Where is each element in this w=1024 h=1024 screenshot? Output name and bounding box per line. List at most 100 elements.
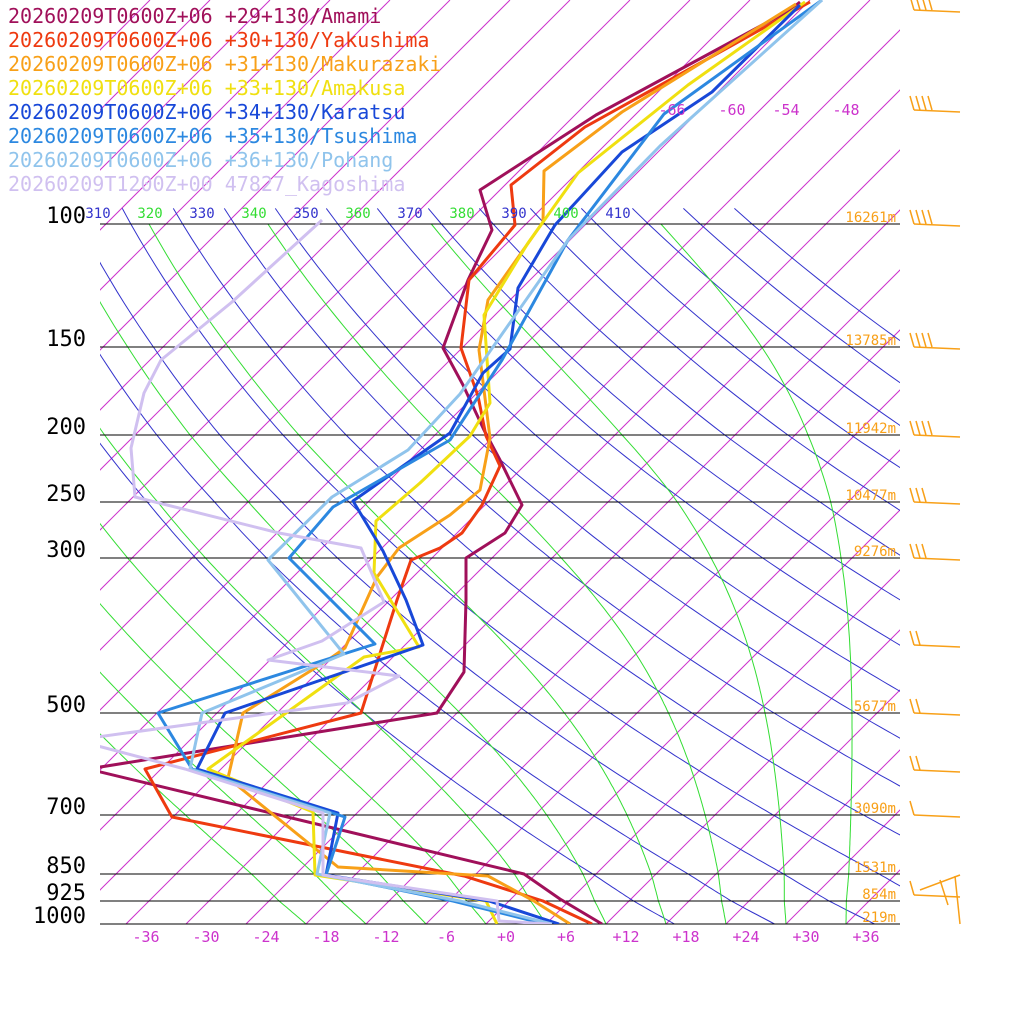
theta-label: 320	[137, 206, 162, 222]
wind-barb-flag	[916, 0, 921, 11]
x-tick-label: +0	[497, 928, 515, 946]
wind-barb-flag	[909, 95, 915, 111]
wind-barb-staff	[913, 814, 961, 818]
dry-adiabat-line	[325, 208, 900, 692]
isotherm-line	[100, 0, 511, 411]
wind-barb-flag	[921, 420, 927, 436]
legend-entry: 20260209T0600Z+06 +35+130/Tsushima	[8, 124, 417, 148]
height-label: 219m	[862, 910, 896, 926]
dry-adiabat-line	[376, 208, 900, 646]
isotherm-label: -60	[718, 101, 745, 119]
height-label: 16261m	[845, 210, 896, 226]
pressure-label: 150	[46, 327, 86, 352]
pressure-label: 300	[46, 538, 86, 563]
x-tick-label: +6	[557, 928, 575, 946]
isotherm-label: -54	[772, 101, 799, 119]
isotherm-line	[100, 0, 571, 471]
isotherm-line	[725, 749, 900, 924]
dry-adiabat-line	[223, 208, 900, 787]
isotherm-line	[100, 89, 900, 891]
wind-barb-flag	[915, 630, 921, 646]
isotherm-line	[485, 509, 900, 924]
theta-label: 360	[345, 206, 370, 222]
legend: 20260209T0600Z+06 +29+130/Amami20260209T…	[8, 4, 441, 196]
theta-label: 340	[241, 206, 266, 222]
isotherm-line	[100, 0, 271, 171]
wind-barb-flag	[915, 698, 921, 714]
pressure-label: 700	[46, 795, 86, 820]
isotherm-label: -66	[658, 101, 685, 119]
x-tick-label: +18	[672, 928, 699, 946]
wind-barb-flag	[909, 487, 915, 503]
isotherm-line	[305, 329, 900, 924]
wind-barb-icon	[909, 209, 961, 227]
wind-barb-icon	[909, 755, 961, 773]
height-label: 10477m	[845, 488, 896, 504]
height-label: 1531m	[854, 860, 896, 876]
wind-barb-icon	[909, 630, 961, 648]
sounding-trace	[100, 218, 553, 924]
x-tick-label: -30	[192, 928, 219, 946]
dry-adiabat-line	[172, 208, 900, 836]
sounding-trace	[188, 0, 824, 924]
x-tick-label: +30	[792, 928, 819, 946]
isotherm-line	[545, 569, 900, 924]
theta-label: 370	[397, 206, 422, 222]
isotherm-line	[605, 629, 900, 924]
theta-label: 330	[189, 206, 214, 222]
wind-barb-flag	[909, 209, 915, 225]
dry-adiabat-line	[478, 208, 900, 556]
wind-barb-staff	[913, 557, 961, 561]
height-label: 9276m	[854, 544, 896, 560]
wind-barb-flag	[927, 420, 933, 436]
isotherm-line	[665, 689, 900, 924]
theta-label: 400	[553, 206, 578, 222]
pressure-lines	[100, 223, 900, 925]
moist-adiabat-line	[100, 602, 427, 924]
moist-adiabat-line	[100, 522, 487, 924]
wind-barb-staff	[913, 894, 961, 898]
isotherm-line	[100, 0, 331, 231]
wind-barb-icon	[910, 0, 961, 13]
wind-barb-staff	[913, 769, 961, 773]
wind-barb-staff	[913, 712, 961, 716]
wind-barb-staff	[913, 223, 961, 227]
sounding-traces	[100, 0, 824, 924]
wind-barb-icon	[909, 95, 961, 113]
wind-barb-flag	[915, 332, 921, 348]
isotherm-line	[100, 0, 391, 291]
wind-barb-flag	[909, 800, 915, 816]
height-label: 11942m	[845, 421, 896, 437]
pressure-label: 100	[46, 204, 86, 229]
theta-label: 350	[293, 206, 318, 222]
x-tick-label: -36	[132, 928, 159, 946]
wind-barb-flag	[909, 543, 915, 559]
wind-barb-flag	[915, 95, 921, 111]
legend-entry: 20260209T0600Z+06 +31+130/Makurazaki	[8, 52, 441, 76]
x-tick-label: +24	[732, 928, 759, 946]
height-label: 13785m	[845, 333, 896, 349]
wind-barb-icon	[909, 420, 961, 438]
wind-barb-staff	[954, 875, 961, 925]
wind-barb-flag	[921, 543, 927, 559]
wind-barb-flag	[909, 880, 915, 896]
wind-barb-flag	[927, 209, 933, 225]
dry-adiabat-line	[427, 208, 900, 601]
isotherm-line	[185, 209, 900, 924]
dry-adiabat-line	[529, 208, 900, 512]
wind-barb-icon	[909, 698, 961, 716]
sounding-trace	[195, 3, 802, 924]
isotherm-line	[100, 0, 811, 711]
isotherm-line	[785, 809, 900, 924]
wind-barb-flag	[939, 879, 949, 906]
theta-label: 380	[449, 206, 474, 222]
sounding-trace	[156, 0, 823, 924]
wind-barb-flag	[915, 420, 921, 436]
wind-barb-flag	[921, 487, 927, 503]
isotherm-line	[125, 149, 900, 924]
wind-barb-flag	[921, 209, 927, 225]
wind-barb-staff	[913, 9, 961, 13]
isotherm-line	[245, 269, 900, 924]
wind-barb-staff	[913, 109, 961, 113]
